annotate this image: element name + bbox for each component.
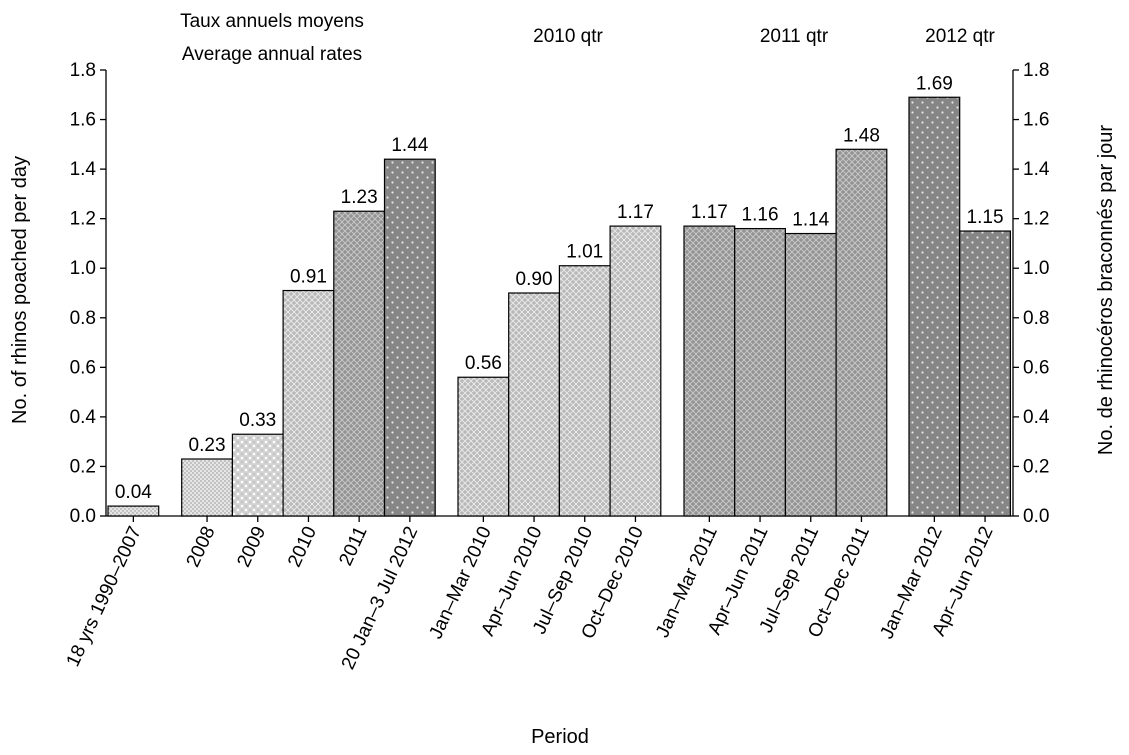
bar [558, 265, 611, 517]
data-label: 1.14 [792, 210, 829, 231]
bar [333, 210, 386, 517]
y-tick-label-left: 0.4 [70, 407, 97, 428]
group-headers: Taux annuels moyens Average annual rates 2… [180, 11, 995, 65]
bar [508, 292, 561, 517]
bar [457, 376, 510, 517]
y-tick-label-right: 0.2 [1023, 456, 1049, 477]
x-tick-label: 2008 [183, 523, 220, 570]
x-axis [106, 515, 1013, 522]
bar [383, 158, 436, 517]
bar [181, 458, 233, 517]
data-label: 1.17 [617, 202, 654, 223]
bar [282, 289, 335, 517]
x-tick-label: 2009 [233, 523, 270, 570]
y-tick-label-right: 1.4 [1023, 159, 1050, 180]
y-tick-label-left: 0.2 [70, 456, 96, 477]
data-label: 1.48 [843, 125, 880, 146]
bar [784, 232, 837, 517]
y-tick-label-left: 0.0 [70, 506, 96, 527]
data-label: 0.56 [465, 353, 502, 374]
data-label: 0.04 [115, 482, 152, 503]
y-tick-label-left: 1.6 [70, 110, 96, 131]
group-header: 2010 qtr [533, 26, 603, 47]
y-tick-label-right: 1.8 [1023, 60, 1049, 81]
value-labels: 0.04 0.23 0.33 0.91 1.23 1.44 0.56 0.90 1.01 1.17… [115, 73, 1004, 503]
y-tick-label-left: 1.4 [70, 159, 97, 180]
y-tick-label-right: 0.6 [1023, 357, 1049, 378]
group-header: Taux annuels moyens [180, 11, 364, 32]
y-tick-label-left: 1.8 [70, 60, 96, 81]
y-tick-label-right: 0.0 [1023, 506, 1049, 527]
bar [959, 230, 1012, 517]
x-tick-label: 2011 [335, 523, 371, 569]
y-axis-title-left: No. of rhinos poached per day [9, 156, 31, 424]
bar [107, 505, 160, 517]
x-axis-title: Period [531, 726, 589, 748]
bar [734, 227, 787, 517]
data-label: 1.23 [341, 187, 378, 208]
data-label: 1.69 [916, 73, 953, 94]
bar [908, 96, 961, 517]
bar [683, 225, 736, 517]
y-tick-label-right: 1.6 [1023, 110, 1049, 131]
y-tick-label-left: 0.8 [70, 308, 96, 329]
bar [231, 433, 284, 517]
y-tick-label-left: 1.2 [70, 209, 96, 230]
y-tick-label-right: 0.8 [1023, 308, 1049, 329]
y-tick-label-right: 1.2 [1023, 209, 1049, 230]
x-tick-label: 18 yrs 1990–2007 [63, 523, 146, 670]
data-label: 0.33 [239, 410, 276, 431]
group-header: Average annual rates [182, 44, 362, 65]
data-label: 1.01 [566, 242, 603, 263]
data-label: 1.16 [742, 205, 779, 226]
y-tick-label-left: 1.0 [70, 258, 96, 279]
y-tick-label-right: 1.0 [1023, 258, 1049, 279]
data-label: 1.17 [691, 202, 728, 223]
bar [609, 225, 662, 517]
data-label: 1.44 [391, 135, 428, 156]
data-label: 0.90 [516, 269, 553, 290]
y-axis-right: 0.0 0.2 0.4 0.6 0.8 1.0 1.2 1.4 1.6 1.8 [1012, 60, 1050, 527]
data-label: 0.91 [290, 267, 327, 288]
y-axis-title-right: No. de rhinocéros braconnés par jour [1095, 125, 1117, 456]
data-label: 1.15 [967, 207, 1004, 228]
group-header: 2012 qtr [925, 26, 995, 47]
data-label: 0.23 [189, 435, 226, 456]
y-axis-left: 0.0 0.2 0.4 0.6 0.8 1.0 1.2 1.4 1.6 1.8 [70, 60, 107, 527]
y-tick-label-left: 0.6 [70, 357, 96, 378]
x-tick-label: 2010 [284, 523, 321, 570]
bars [107, 96, 1012, 517]
group-header: 2011 qtr [760, 26, 829, 47]
y-tick-label-right: 0.4 [1023, 407, 1050, 428]
bar [835, 148, 888, 517]
